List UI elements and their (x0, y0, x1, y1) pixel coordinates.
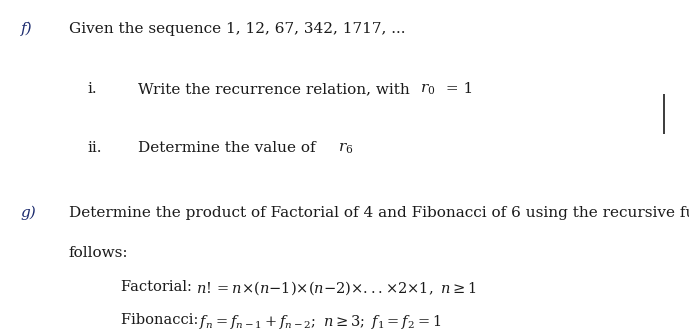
Text: i.: i. (88, 82, 97, 96)
Text: Determine the value of: Determine the value of (138, 141, 320, 155)
Text: $r_6$: $r_6$ (338, 141, 353, 156)
Text: Determine the product of Factorial of 4 and Fibonacci of 6 using the recursive f: Determine the product of Factorial of 4 … (69, 206, 689, 220)
Text: ii.: ii. (88, 141, 102, 155)
Text: Factorial:: Factorial: (121, 280, 196, 294)
Text: g): g) (21, 206, 37, 220)
Text: Given the sequence 1, 12, 67, 342, 1717, ...: Given the sequence 1, 12, 67, 342, 1717,… (69, 22, 405, 36)
Text: Write the recurrence relation, with: Write the recurrence relation, with (138, 82, 414, 96)
Text: $n!{=}n{\times}(n{-}1){\times}(n{-}2){\times}{...}{\times}2{\times}1,\ n \geq 1$: $n!{=}n{\times}(n{-}1){\times}(n{-}2){\t… (196, 280, 477, 297)
Text: Fibonacci:: Fibonacci: (121, 313, 203, 327)
Text: $f_n = f_{n-1} + f_{n-2};\ n \geq 3;\ f_1 = f_2 = 1$: $f_n = f_{n-1} + f_{n-2};\ n \geq 3;\ f_… (199, 313, 442, 331)
Text: f): f) (21, 22, 32, 36)
Text: = 1: = 1 (441, 82, 473, 96)
Text: follows:: follows: (69, 246, 129, 260)
Text: $r_0$: $r_0$ (420, 82, 435, 97)
